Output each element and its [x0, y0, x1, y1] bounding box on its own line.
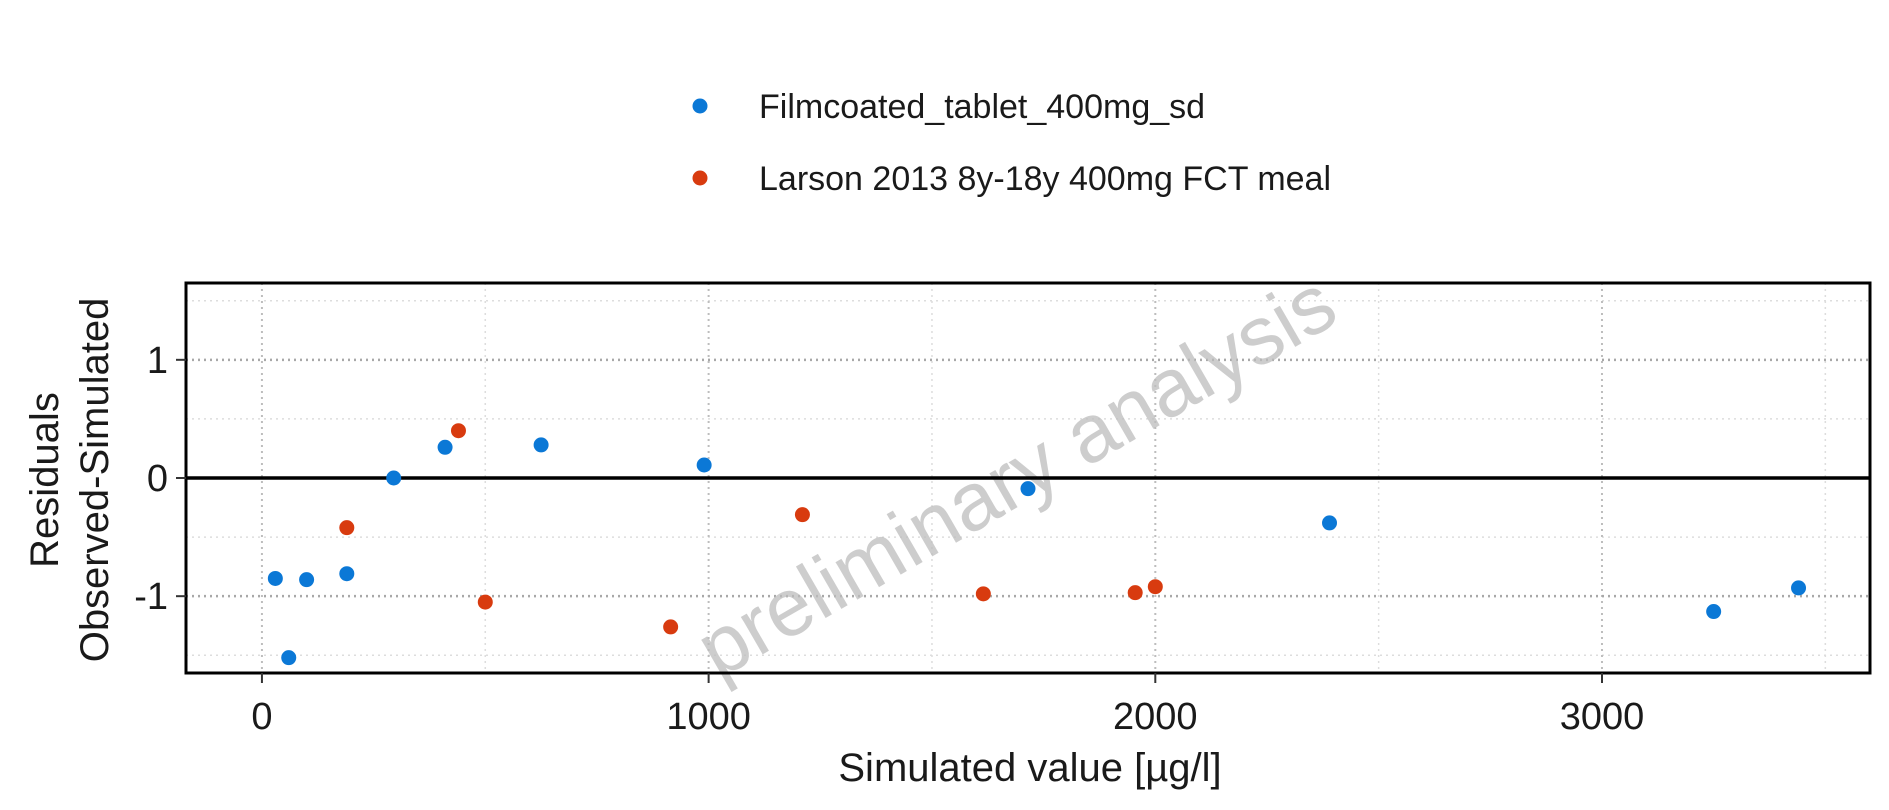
data-point-series-2-5: [794, 507, 810, 523]
data-point-series-2-4: [663, 619, 679, 635]
data-point-series-1-5: [386, 470, 402, 486]
y-axis-ticks: -1 0 1: [134, 340, 186, 618]
y-tick-label: 0: [147, 458, 168, 500]
data-point-series-1-10: [1322, 515, 1338, 531]
data-point-series-2-1: [339, 520, 355, 536]
watermark: preliminary analysis: [682, 257, 1351, 696]
data-point-series-1-2: [281, 650, 297, 666]
x-axis-title: Simulated value [µg/l]: [838, 746, 1221, 790]
y-tick-label: -1: [134, 576, 168, 618]
x-tick-label: 3000: [1560, 696, 1645, 738]
data-point-series-1-3: [299, 572, 315, 588]
data-point-series-2-7: [1127, 585, 1143, 601]
x-tick-label: 1000: [666, 696, 751, 738]
legend-label-series-2: Larson 2013 8y-18y 400mg FCT meal: [759, 160, 1331, 198]
data-point-series-1-12: [1791, 580, 1807, 596]
data-point-series-2-8: [1147, 579, 1163, 595]
x-tick-label: 2000: [1113, 696, 1198, 738]
data-point-series-1-6: [437, 439, 453, 455]
data-point-series-2-6: [975, 586, 991, 602]
legend: Filmcoated_tablet_400mg_sd Larson 2013 8y…: [692, 88, 1331, 198]
y-tick-label: 1: [147, 340, 168, 382]
data-point-series-1-7: [533, 437, 549, 453]
data-point-series-1-8: [696, 457, 712, 473]
data-point-series-1-4: [339, 566, 355, 582]
data-point-series-1-11: [1706, 604, 1722, 620]
legend-label-series-1: Filmcoated_tablet_400mg_sd: [759, 88, 1205, 126]
data-point-series-2-2: [450, 423, 466, 439]
x-axis-ticks: 0 1000 2000 3000: [251, 673, 1644, 738]
legend-marker-series-2: [692, 170, 708, 186]
y-axis-title-line2: Observed-Simulated: [73, 298, 117, 663]
data-point-series-2-3: [477, 594, 493, 610]
x-tick-label: 0: [251, 696, 272, 738]
data-point-series-1-1: [267, 570, 283, 586]
data-point-series-1-9: [1020, 481, 1036, 497]
data-points: [267, 423, 1807, 666]
y-axis-title-line1: Residuals: [23, 392, 67, 568]
grid: [186, 283, 1870, 673]
legend-marker-series-1: [692, 98, 708, 114]
